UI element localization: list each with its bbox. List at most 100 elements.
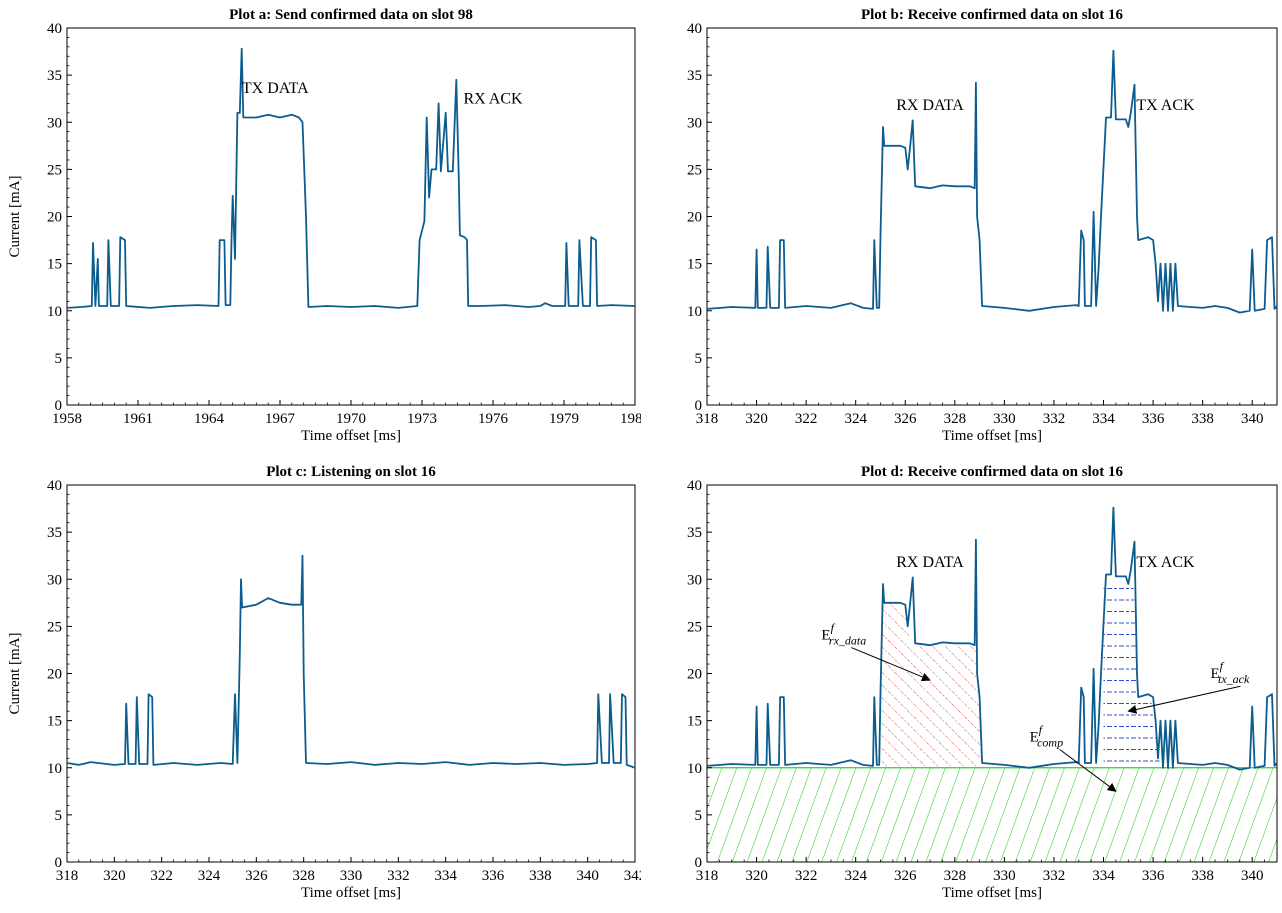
region-rx_data [880,602,983,768]
y-tick-label: 5 [695,351,703,367]
y-tick-label: 15 [687,714,702,730]
x-tick-label: 322 [150,868,173,884]
x-tick-label: 1979 [549,411,579,427]
x-tick-label: 330 [993,868,1016,884]
x-tick-label: 1973 [407,411,437,427]
y-tick-label: 35 [47,68,62,84]
y-axis-label: Current [mA] [7,632,23,714]
y-tick-label: 30 [687,115,702,131]
x-tick-label: 326 [245,868,268,884]
plot-b: 0 5 10 15 20 25 30 35 40 318 320 322 324 326 328 330 332… [641,0,1282,456]
x-tick-label: 332 [387,868,410,884]
annotation-label: RX ACK [463,90,523,107]
chart-svg: 0 5 10 15 20 25 30 35 40 318 320 322 324 326 328 330 332… [687,464,1278,901]
y-tick-label: 40 [47,21,62,37]
x-tick-label: 328 [292,868,315,884]
y-tick-label: 5 [55,808,63,824]
x-tick-label: 1964 [194,411,225,427]
x-tick-label: 1976 [478,411,509,427]
annotation-label: TX DATA [242,80,309,97]
y-tick-label: 40 [47,478,62,494]
x-tick-label: 332 [1043,868,1066,884]
x-tick-label: 336 [482,868,505,884]
x-tick-label: 328 [944,868,967,884]
plot-c: 0 5 10 15 20 25 30 35 40 318 320 322 324 326 328 330 332… [0,457,641,913]
energy-arrow [1059,748,1117,792]
x-tick-label: 340 [576,868,599,884]
annotation-label: TX ACK [1136,554,1195,571]
x-axis-label: Time offset [ms] [942,885,1042,901]
x-tick-label: 318 [56,868,79,884]
chart-svg: 0 5 10 15 20 25 30 35 40 318 320 322 324 326 328 330 332… [7,464,641,901]
x-tick-label: 332 [1043,411,1066,427]
x-tick-label: 1982 [620,411,641,427]
y-tick-label: 20 [47,667,62,683]
series-line [706,506,1278,771]
x-tick-label: 326 [894,411,917,427]
y-tick-label: 20 [47,210,62,226]
x-tick-label: 342 [624,868,641,884]
x-tick-label: 334 [434,868,457,884]
y-tick-label: 15 [47,257,62,273]
series-line [66,554,636,769]
y-tick-label: 0 [695,398,703,414]
y-tick-label: 40 [687,21,702,37]
y-tick-label: 25 [47,619,62,635]
y-tick-label: 25 [47,162,62,178]
y-tick-label: 10 [687,304,702,320]
series-line [66,47,636,309]
y-axis-label: Current [mA] [7,175,23,257]
y-tick-label: 25 [687,619,702,635]
energy-arrow [1127,685,1241,714]
x-tick-label: 320 [745,411,768,427]
y-tick-label: 35 [47,525,62,541]
energy-label: Ef tx_ack [1210,659,1250,686]
x-axis-label: Time offset [ms] [301,428,401,444]
x-tick-label: 334 [1092,868,1115,884]
x-tick-label: 322 [795,411,818,427]
y-tick-label: 20 [687,667,702,683]
x-tick-label: 1967 [265,411,296,427]
x-tick-label: 324 [844,411,867,427]
chart-svg: 0 5 10 15 20 25 30 35 40 1958 1961 1964 1967 1970 1973… [7,7,641,444]
x-tick-label: 324 [844,868,867,884]
y-tick-label: 5 [695,808,703,824]
x-tick-label: 320 [103,868,126,884]
x-tick-label: 340 [1241,411,1264,427]
x-tick-label: 330 [340,868,363,884]
y-tick-label: 30 [47,572,62,588]
x-axis-label: Time offset [ms] [301,885,401,901]
x-tick-label: 1970 [336,411,366,427]
x-tick-label: 328 [944,411,967,427]
y-tick-label: 40 [687,478,702,494]
x-tick-label: 334 [1092,411,1115,427]
x-tick-label: 1961 [123,411,153,427]
x-tick-label: 336 [1142,868,1165,884]
x-tick-label: 338 [1191,411,1214,427]
y-tick-label: 35 [687,525,702,541]
chart-title: Plot b: Receive confirmed data on slot 1… [861,7,1124,23]
y-tick-label: 35 [687,68,702,84]
x-tick-label: 338 [529,868,552,884]
chart-svg: 0 5 10 15 20 25 30 35 40 318 320 322 324 326 328 330 332… [687,7,1278,444]
axes-frame [706,27,1278,406]
x-tick-label: 340 [1241,868,1264,884]
energy-label: Ef comp [1030,722,1064,749]
x-tick-label: 318 [696,868,719,884]
y-tick-label: 30 [47,115,62,131]
region-tx_ack [1103,579,1161,768]
y-tick-label: 10 [47,761,62,777]
region-comp [707,767,1277,862]
x-tick-label: 1958 [52,411,82,427]
annotation-label: RX DATA [896,97,964,114]
chart-title: Plot d: Receive confirmed data on slot 1… [861,464,1124,480]
chart-title: Plot a: Send confirmed data on slot 98 [229,7,473,23]
x-tick-label: 318 [696,411,719,427]
series-line [706,49,1278,314]
y-tick-label: 10 [687,761,702,777]
y-tick-label: 0 [695,855,703,871]
annotation-label: TX ACK [1136,97,1195,114]
y-tick-label: 5 [55,351,63,367]
axes-frame [66,27,636,406]
annotation-label: RX DATA [896,554,964,571]
